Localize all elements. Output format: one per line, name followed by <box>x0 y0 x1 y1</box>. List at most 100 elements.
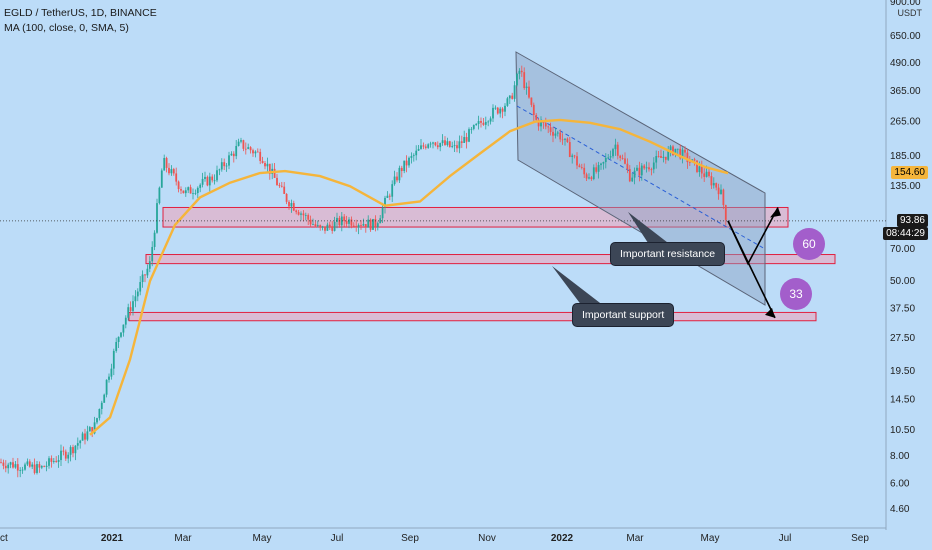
candle-body <box>160 170 163 188</box>
candle-body <box>225 165 228 167</box>
candle-body <box>151 246 154 262</box>
candle-body <box>432 142 434 144</box>
channel-midline <box>516 105 766 250</box>
candle-body <box>717 187 720 195</box>
price-tick-label: 70.00 <box>890 244 915 255</box>
candle-body <box>144 274 146 276</box>
candle-body <box>484 121 487 125</box>
price-tick-label: 4.60 <box>890 504 910 515</box>
candle-body <box>379 218 382 224</box>
price-zone <box>162 206 789 228</box>
candle-body <box>343 216 346 222</box>
candle-body <box>4 465 7 469</box>
candle-body <box>146 268 149 276</box>
candle-body <box>326 224 329 231</box>
time-tick-label: 2021 <box>101 533 124 544</box>
candle-body <box>660 156 662 158</box>
candle-body <box>33 464 36 473</box>
candle-body <box>604 157 607 163</box>
candle-body <box>79 440 82 444</box>
candle-body <box>602 162 605 164</box>
candle-body <box>2 462 5 466</box>
candle-body <box>348 219 350 224</box>
time-axis[interactable]: ct 2021 Mar May Jul Sep Nov 2022 Mar May Jul Sep <box>0 527 886 544</box>
price-tick-label: 6.00 <box>890 479 910 490</box>
candle-body <box>240 140 242 142</box>
candle-body <box>405 160 408 166</box>
support-callout: Important support <box>572 303 675 327</box>
candle-body <box>535 114 538 120</box>
indicator-legend[interactable]: MA (100, close, 0, SMA, 5) <box>4 22 129 34</box>
candle-body <box>177 181 180 190</box>
candle-body <box>609 156 612 158</box>
candle-body <box>403 160 406 172</box>
candle-body <box>321 226 324 228</box>
candle-body <box>189 187 192 194</box>
candle-body <box>681 149 684 159</box>
candle-body <box>530 97 533 105</box>
price-tick-label: 8.00 <box>890 451 910 462</box>
candle-body <box>391 184 394 197</box>
candle-body <box>523 72 526 89</box>
candle-body <box>96 418 98 423</box>
candle-body <box>472 125 475 129</box>
time-tick-label: Nov <box>478 533 496 544</box>
candle-body <box>561 139 564 141</box>
candle-body <box>345 221 348 224</box>
candle-body <box>220 162 223 170</box>
candle-body <box>331 226 334 231</box>
candle-body <box>554 133 557 136</box>
candle-body <box>213 180 216 182</box>
candle-body <box>506 98 509 106</box>
candle-body <box>14 464 17 468</box>
candle-body <box>328 224 331 227</box>
price-tick-label: 365.00 <box>890 86 921 97</box>
candle-body <box>98 408 101 419</box>
candle-body <box>439 143 442 148</box>
candle-body <box>705 171 708 177</box>
candle-body <box>194 193 197 194</box>
candle-body <box>249 147 252 151</box>
candle-body <box>91 427 94 434</box>
candle-body <box>700 166 703 174</box>
candle-body <box>600 163 602 166</box>
time-tick-label: Sep <box>851 533 869 544</box>
candle-body <box>273 168 276 178</box>
candle-body <box>482 122 485 125</box>
candle-body <box>607 157 610 159</box>
candle-body <box>268 163 271 174</box>
candle-body <box>88 427 91 432</box>
candle-body <box>357 225 360 228</box>
price-zone <box>145 254 836 265</box>
price-axis[interactable]: 900.00 650.00 490.00 365.00 265.00 185.00 135.… <box>885 0 921 530</box>
time-tick-label: May <box>701 533 720 544</box>
candle-body <box>693 159 696 161</box>
candle-body <box>223 162 226 167</box>
candle-body <box>504 105 506 112</box>
candle-body <box>139 282 142 292</box>
axis-currency: USDT <box>897 8 923 18</box>
candle-body <box>576 156 578 166</box>
candle-body <box>230 153 233 156</box>
candle-body <box>520 70 523 73</box>
candle-body <box>676 148 679 150</box>
candle-body <box>669 146 672 151</box>
candle-body <box>204 176 206 179</box>
candle-body <box>280 185 283 187</box>
candle-body <box>655 156 658 163</box>
candle-body <box>170 169 173 174</box>
candle-body <box>105 379 108 395</box>
candle-body <box>648 167 650 170</box>
candle-body <box>468 129 470 142</box>
candle-body <box>410 156 413 158</box>
candle-body <box>388 195 391 197</box>
candle-body <box>564 138 566 140</box>
candle-body <box>489 118 492 122</box>
candle-body <box>52 460 55 462</box>
candle-body <box>86 431 89 440</box>
candle-body <box>297 212 300 215</box>
candle-body <box>422 145 425 147</box>
ma-line-layer <box>89 118 729 436</box>
candle-body <box>165 157 168 168</box>
